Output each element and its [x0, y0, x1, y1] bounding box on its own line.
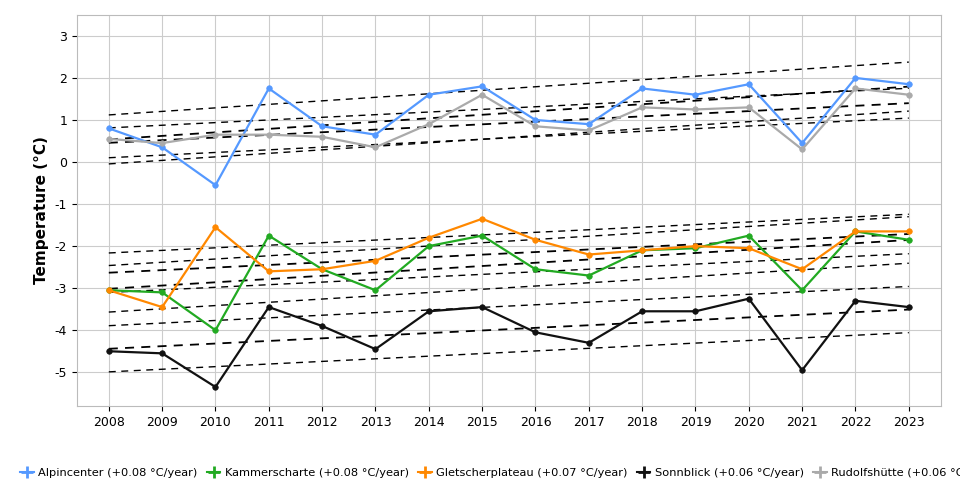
- Legend: Alpincenter (+0.08 °C/year), Kammerscharte (+0.08 °C/year), Gletscherplateau (+0: Alpincenter (+0.08 °C/year), Kammerschar…: [15, 463, 960, 482]
- Y-axis label: Temperature (°C): Temperature (°C): [34, 137, 49, 284]
